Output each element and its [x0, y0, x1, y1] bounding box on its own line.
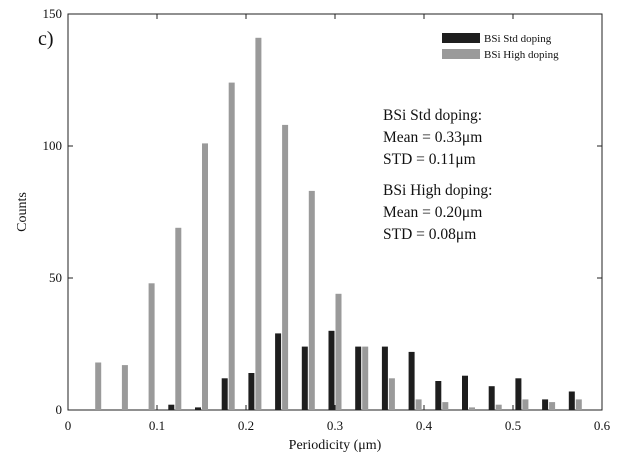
- y-tick-label-0: 0: [56, 402, 63, 417]
- bar-std-doping-6: [248, 373, 255, 410]
- plot-frame: [67, 13, 603, 411]
- legend-label-high: BSi High doping: [484, 49, 559, 61]
- bar-std-doping-16: [515, 378, 522, 410]
- bar-std-doping-9: [328, 330, 335, 410]
- bar-std-doping-7: [275, 333, 282, 410]
- bar-std-doping-12: [408, 351, 415, 410]
- y-tick-label-2: 100: [43, 138, 63, 153]
- bar-high-doping-7: [282, 124, 289, 411]
- x-tick-label-4: 0.4: [416, 418, 433, 433]
- bar-high-doping-18: [575, 399, 582, 410]
- bars-group: [95, 37, 582, 411]
- panel-label: c): [38, 28, 54, 50]
- bar-high-doping-2: [148, 283, 155, 410]
- bar-std-doping-18: [568, 391, 575, 410]
- bar-std-doping-13: [435, 381, 442, 410]
- y-tick-label-1: 50: [49, 270, 62, 285]
- bar-std-doping-3: [168, 404, 175, 410]
- bar-std-doping-5: [221, 378, 228, 410]
- legend-swatch-high: [442, 49, 480, 59]
- bar-high-doping-10: [362, 346, 369, 410]
- bar-high-doping-1: [121, 365, 128, 410]
- annotation-std-std: STD = 0.11μm: [383, 151, 476, 168]
- bar-std-doping-11: [381, 346, 388, 410]
- x-tick-label-2: 0.2: [238, 418, 254, 433]
- ticks-group: 0 0.1 0.2 0.3 0.4 0.5 0.6 0 50 100 150: [43, 6, 611, 433]
- annotation-high-mean: Mean = 0.20μm: [383, 204, 482, 221]
- bar-high-doping-17: [549, 402, 556, 410]
- y-tick-label-3: 150: [43, 6, 63, 21]
- bar-high-doping-5: [228, 82, 235, 410]
- bar-high-doping-13: [442, 402, 449, 410]
- bar-std-doping-4: [195, 407, 201, 410]
- annotation-std-mean: Mean = 0.33μm: [383, 129, 482, 146]
- x-tick-label-5: 0.5: [505, 418, 521, 433]
- bar-std-doping-15: [488, 386, 495, 410]
- bar-std-doping-17: [542, 399, 549, 410]
- bar-std-doping-14: [462, 375, 468, 410]
- bar-high-doping-14: [469, 407, 475, 410]
- bar-high-doping-12: [415, 399, 422, 410]
- annotation-high-title: BSi High doping:: [383, 182, 492, 199]
- x-tick-label-3: 0.3: [327, 418, 343, 433]
- legend-swatch-std: [442, 33, 480, 43]
- bar-std-doping-10: [355, 346, 362, 410]
- bar-std-doping-8: [301, 346, 308, 410]
- bar-high-doping-15: [495, 404, 502, 410]
- x-tick-label-1: 0.1: [149, 418, 165, 433]
- x-axis-title: Periodicity (μm): [289, 438, 382, 453]
- x-tick-label-0: 0: [65, 418, 72, 433]
- annotation-std-title: BSi Std doping:: [383, 107, 482, 124]
- bar-high-doping-16: [522, 399, 529, 410]
- bar-high-doping-11: [388, 378, 395, 410]
- bar-high-doping-8: [308, 190, 315, 410]
- stats-annotation: BSi Std doping: Mean = 0.33μm STD = 0.11…: [383, 107, 492, 243]
- y-axis-title: Counts: [15, 192, 30, 232]
- x-tick-label-6: 0.6: [594, 418, 611, 433]
- bar-high-doping-0: [95, 362, 102, 410]
- bar-high-doping-9: [335, 293, 342, 410]
- bar-high-doping-6: [255, 37, 262, 411]
- bar-high-doping-4: [202, 143, 208, 410]
- bar-high-doping-3: [175, 227, 182, 410]
- legend: BSi Std doping BSi High doping: [442, 33, 559, 61]
- annotation-high-std: STD = 0.08μm: [383, 226, 476, 243]
- legend-label-std: BSi Std doping: [484, 33, 552, 45]
